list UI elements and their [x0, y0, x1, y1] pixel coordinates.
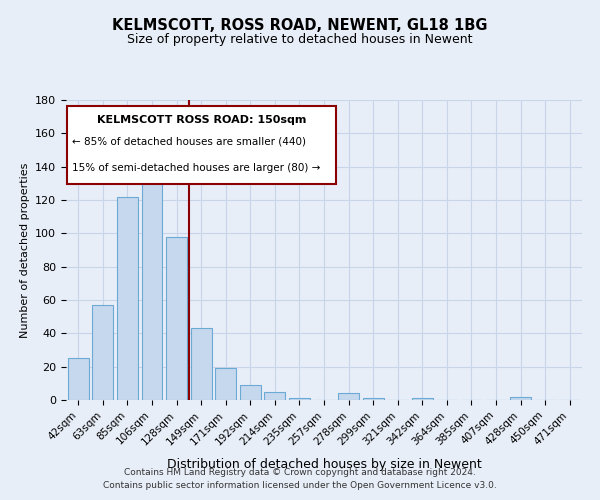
Bar [215, 368, 236, 400]
Text: 15% of semi-detached houses are larger (80) →: 15% of semi-detached houses are larger (… [73, 164, 321, 173]
Text: Contains HM Land Registry data © Crown copyright and database right 2024.: Contains HM Land Registry data © Crown c… [124, 468, 476, 477]
Bar [510, 396, 531, 400]
Bar [191, 328, 212, 400]
FancyBboxPatch shape [67, 106, 336, 184]
Bar [289, 398, 310, 400]
Y-axis label: Number of detached properties: Number of detached properties [20, 162, 29, 338]
Text: ← 85% of detached houses are smaller (440): ← 85% of detached houses are smaller (44… [73, 136, 307, 146]
Text: Size of property relative to detached houses in Newent: Size of property relative to detached ho… [127, 32, 473, 46]
Text: KELMSCOTT, ROSS ROAD, NEWENT, GL18 1BG: KELMSCOTT, ROSS ROAD, NEWENT, GL18 1BG [112, 18, 488, 32]
Bar [92, 305, 113, 400]
Bar [362, 398, 383, 400]
Bar [142, 165, 163, 400]
Text: KELMSCOTT ROSS ROAD: 150sqm: KELMSCOTT ROSS ROAD: 150sqm [97, 115, 307, 125]
X-axis label: Distribution of detached houses by size in Newent: Distribution of detached houses by size … [167, 458, 481, 470]
Bar [117, 196, 138, 400]
Bar [265, 392, 286, 400]
Bar [68, 358, 89, 400]
Bar [166, 236, 187, 400]
Bar [240, 385, 261, 400]
Text: Contains public sector information licensed under the Open Government Licence v3: Contains public sector information licen… [103, 482, 497, 490]
Bar [412, 398, 433, 400]
Bar [338, 394, 359, 400]
